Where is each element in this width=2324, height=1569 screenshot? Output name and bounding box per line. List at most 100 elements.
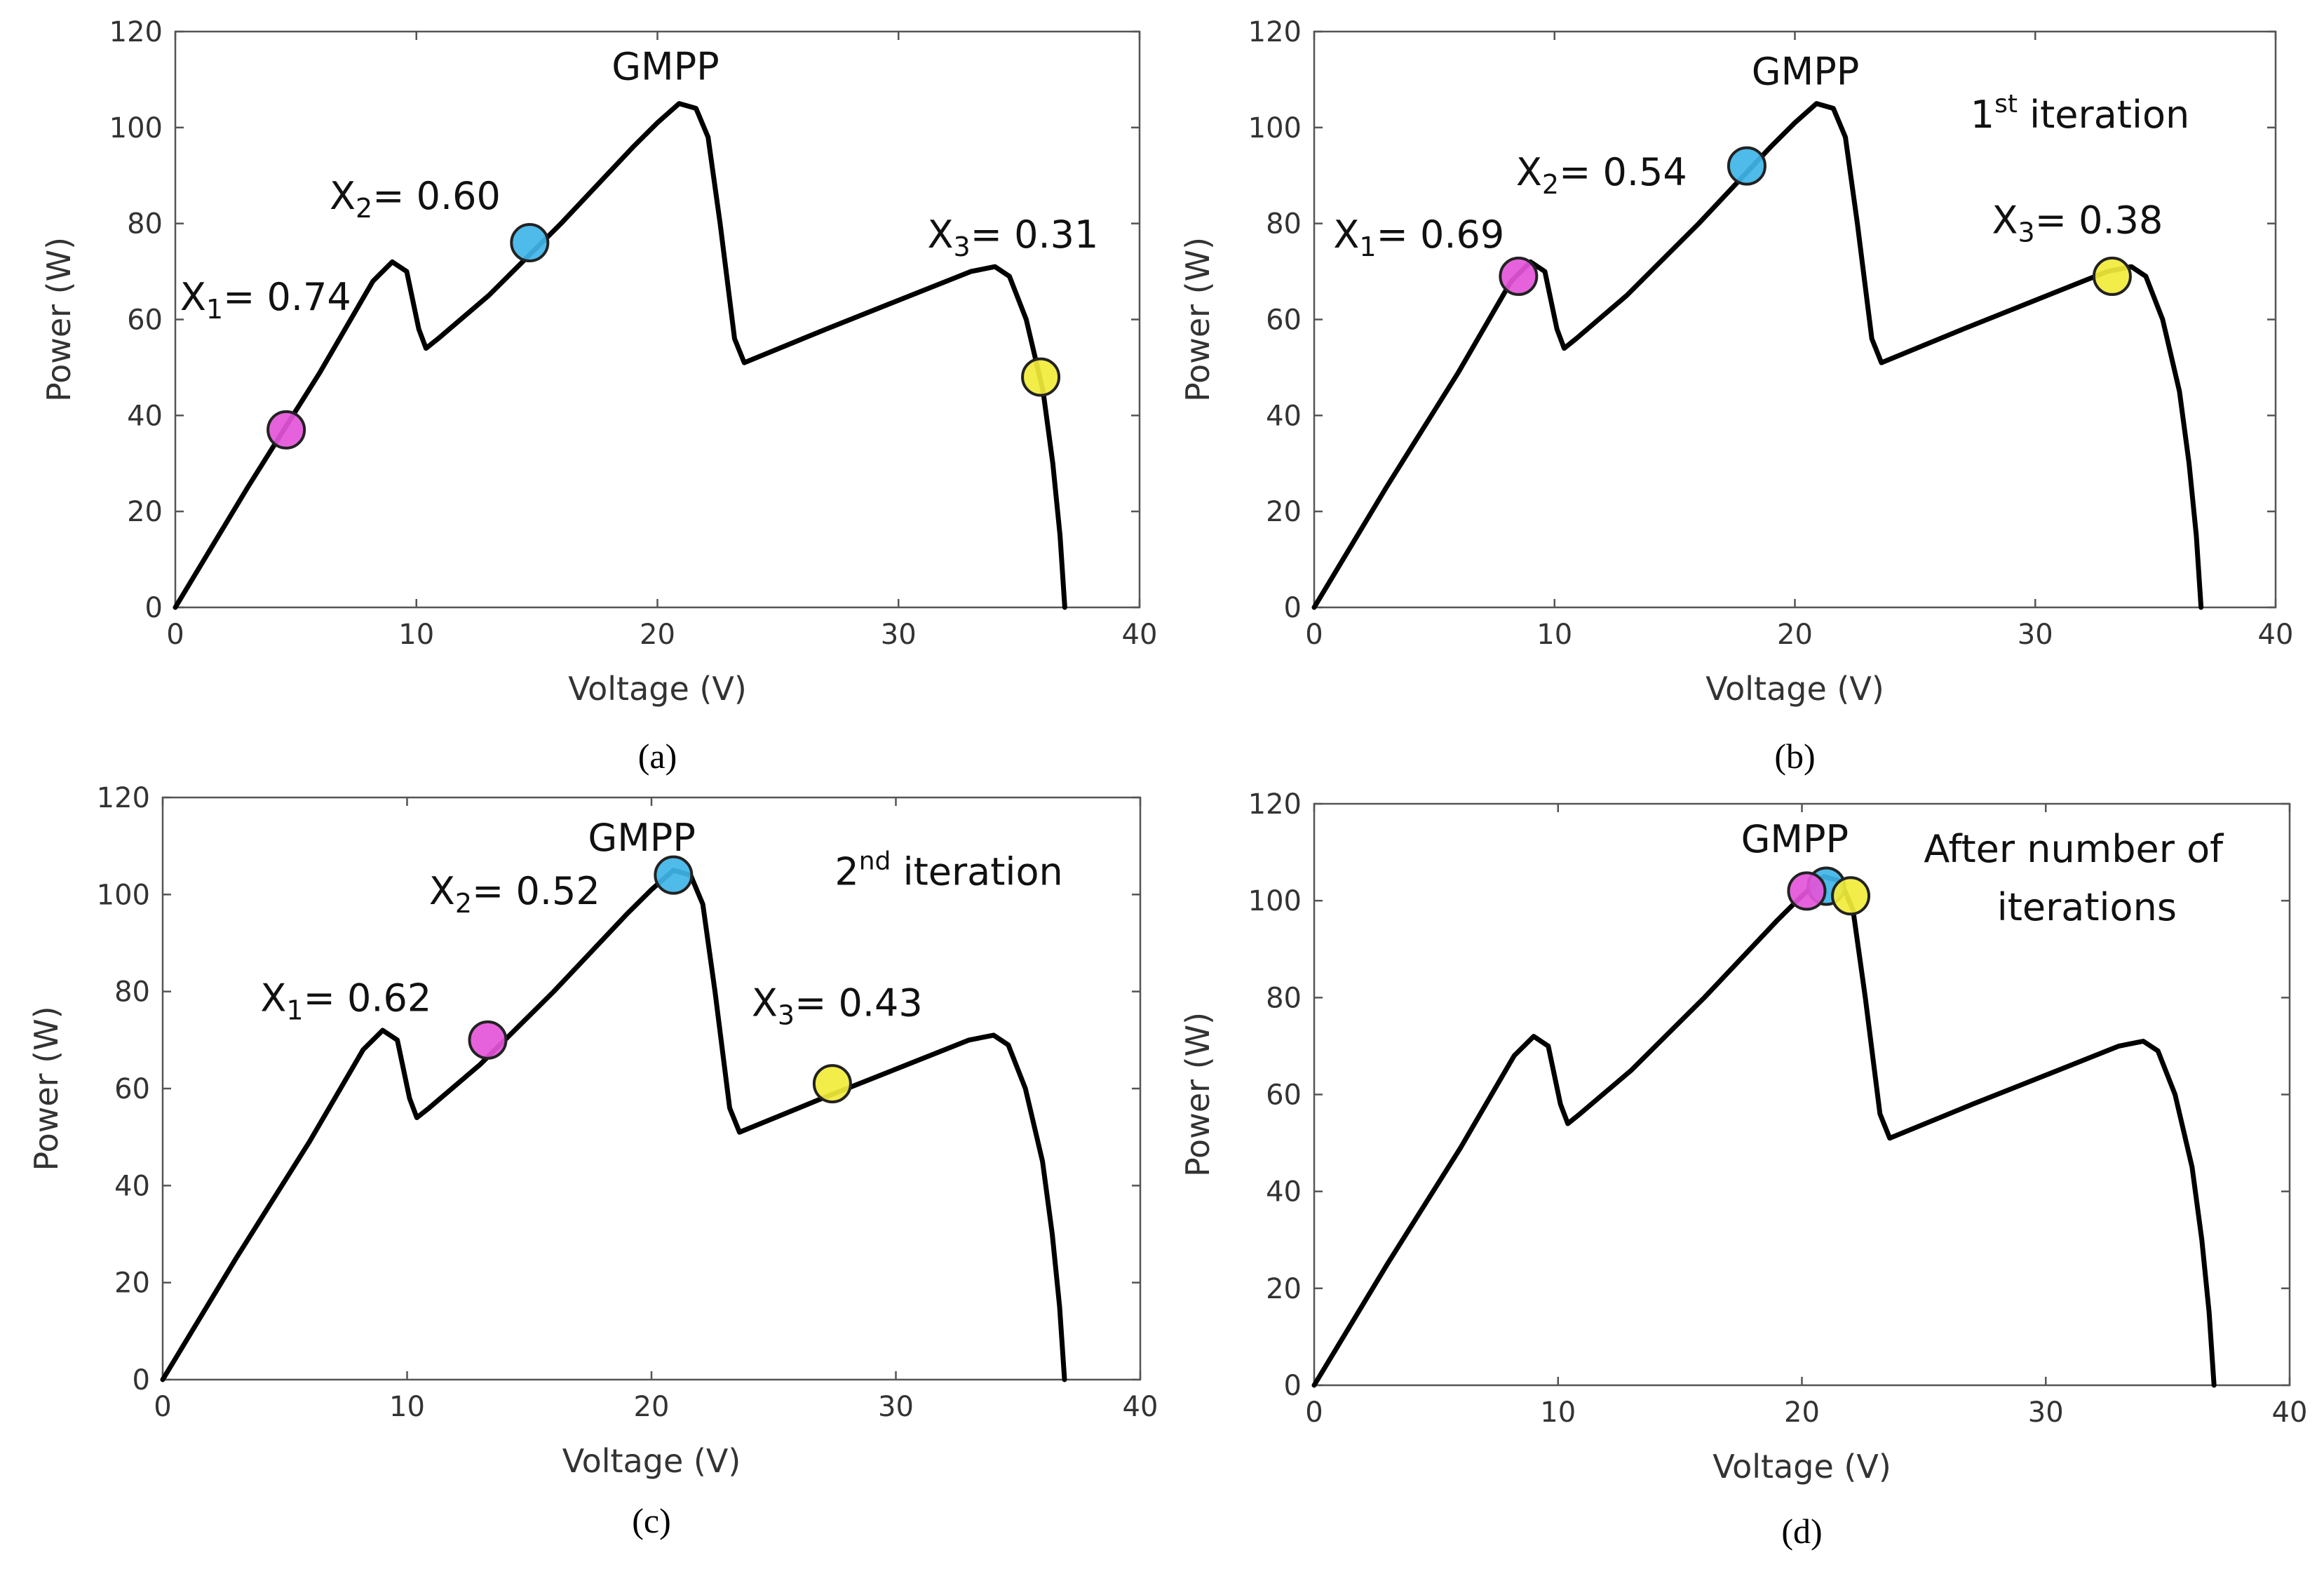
- y-axis-label: Power (W): [27, 1006, 65, 1171]
- annotation-label: X1= 0.74: [180, 275, 351, 325]
- y-tick-label: 60: [1266, 1079, 1302, 1112]
- x-axis-label: Voltage (V): [1712, 1448, 1891, 1486]
- annotation-subscript: 1: [206, 294, 223, 325]
- pv-curve-series: [173, 101, 1067, 610]
- plot-frame: [174, 30, 1141, 609]
- annotation-base: X: [1333, 213, 1359, 257]
- annotation-base: X: [180, 275, 206, 319]
- y-tick-label: 100: [1248, 112, 1302, 144]
- annotation-superscript: nd: [859, 847, 891, 876]
- x-tick-label: 10: [1540, 1396, 1576, 1429]
- annotation-base: X: [928, 213, 954, 257]
- particle-marker-3: [1021, 357, 1061, 397]
- y-tick-label: 40: [114, 1170, 150, 1202]
- particle-marker-1: [266, 410, 306, 450]
- y-tick-label: 120: [97, 782, 150, 814]
- x-tick-label: 10: [389, 1391, 425, 1423]
- y-tick-label: 120: [1248, 788, 1302, 821]
- annotation-subscript: 2: [356, 193, 372, 224]
- annotation-text: = 0.43: [795, 981, 923, 1025]
- x-axis-label: Voltage (V): [1705, 670, 1884, 708]
- annotation-text: = 0.60: [372, 174, 501, 218]
- annotation-label: After number of: [1924, 827, 2224, 871]
- annotation-label: 1st iteration: [1971, 90, 2190, 137]
- annotation-text: GMPP: [1741, 817, 1849, 861]
- annotation-text: iteration: [891, 850, 1062, 894]
- annotation-text: GMPP: [1752, 49, 1860, 93]
- y-axis-label: Power (W): [1179, 1012, 1217, 1177]
- y-axis-label: Power (W): [1179, 237, 1217, 402]
- x-tick-label: 30: [2028, 1396, 2064, 1429]
- x-tick-label: 40: [2258, 619, 2294, 651]
- particle-marker-2: [510, 223, 550, 263]
- y-tick-label: 20: [1266, 496, 1302, 528]
- x-tick-label: 0: [1305, 1396, 1323, 1429]
- x-tick-label: 30: [878, 1391, 914, 1423]
- y-tick-label: 60: [114, 1073, 150, 1105]
- y-tick-label: 80: [127, 208, 163, 241]
- annotation-subscript: 1: [1359, 231, 1376, 262]
- annotation-label: GMPP: [612, 44, 720, 88]
- annotation-text: = 0.52: [472, 869, 600, 913]
- y-tick-label: 0: [1284, 592, 1302, 624]
- particle-marker-3: [1831, 876, 1871, 916]
- annotation-label: X2= 0.60: [330, 174, 501, 224]
- y-tick-label: 20: [1266, 1273, 1302, 1305]
- annotation-subscript: 2: [455, 888, 472, 919]
- y-tick-label: 120: [1248, 16, 1302, 48]
- annotation-base: X: [1516, 150, 1542, 194]
- x-tick-label: 40: [2272, 1396, 2308, 1429]
- x-tick-label: 20: [640, 619, 675, 651]
- panel-caption: (b): [1774, 736, 1815, 776]
- annotation-text: GMPP: [612, 44, 720, 88]
- y-tick-label: 120: [109, 16, 163, 48]
- annotation-text: = 0.38: [2035, 198, 2163, 242]
- y-tick-label: 40: [1266, 400, 1302, 432]
- x-tick-label: 0: [1305, 619, 1323, 651]
- annotation-label: GMPP: [588, 816, 696, 860]
- annotation-subscript: 3: [2018, 217, 2035, 248]
- x-tick-label: 20: [634, 1391, 670, 1423]
- annotation-text: = 0.31: [971, 213, 1099, 257]
- annotation-subscript: 2: [1542, 169, 1559, 200]
- pv-curve-series: [160, 868, 1067, 1382]
- chart-panel-4: 0 10 20 30 40 0 20 40 60 80 100 120 Voltage (V) Power…: [1179, 788, 2307, 1551]
- y-tick-label: 20: [127, 496, 163, 528]
- x-tick-label: 30: [881, 619, 917, 651]
- pv-curve-series: [1311, 874, 2217, 1388]
- y-tick-label: 80: [1266, 208, 1302, 241]
- x-tick-label: 20: [1777, 619, 1813, 651]
- y-tick-label: 20: [114, 1267, 150, 1300]
- chart-panel-1: 0 10 20 30 40 0 20 40 60 80 100 120 Voltage (V) Power…: [40, 16, 1157, 776]
- y-tick-label: 100: [97, 879, 150, 911]
- annotation-base: 2: [835, 850, 858, 894]
- panel-caption: (d): [1781, 1511, 1822, 1551]
- annotation-label: iterations: [1997, 885, 2177, 929]
- annotation-base: X: [1992, 198, 2018, 242]
- y-axis-label: Power (W): [40, 237, 78, 402]
- annotation-label: X1= 0.69: [1333, 213, 1504, 262]
- y-tick-label: 0: [145, 592, 163, 624]
- annotation-subscript: 1: [286, 995, 303, 1025]
- annotation-base: 1: [1971, 93, 1994, 137]
- annotation-subscript: 3: [954, 231, 971, 262]
- annotation-text: GMPP: [588, 816, 696, 860]
- particle-marker-2: [1727, 146, 1766, 186]
- annotation-label: 2nd iteration: [835, 847, 1062, 894]
- annotation-label: X1= 0.62: [260, 976, 431, 1025]
- annotation-superscript: st: [1994, 90, 2018, 119]
- chart-panel-2: 0 10 20 30 40 0 20 40 60 80 100 120 Voltage (V) Power…: [1179, 16, 2293, 776]
- y-tick-label: 100: [109, 112, 163, 144]
- y-tick-label: 100: [1248, 885, 1302, 917]
- y-tick-label: 40: [1266, 1176, 1302, 1208]
- annotation-label: X2= 0.54: [1516, 150, 1687, 200]
- x-tick-label: 40: [1123, 1391, 1158, 1423]
- panel-caption: (a): [638, 736, 677, 776]
- annotation-subscript: 3: [778, 999, 795, 1030]
- annotation-text: = 0.69: [1377, 213, 1505, 257]
- y-tick-label: 80: [114, 976, 150, 1009]
- particle-marker-1: [1499, 256, 1539, 296]
- particle-marker-1: [468, 1020, 508, 1060]
- annotation-label: X3= 0.38: [1992, 198, 2163, 248]
